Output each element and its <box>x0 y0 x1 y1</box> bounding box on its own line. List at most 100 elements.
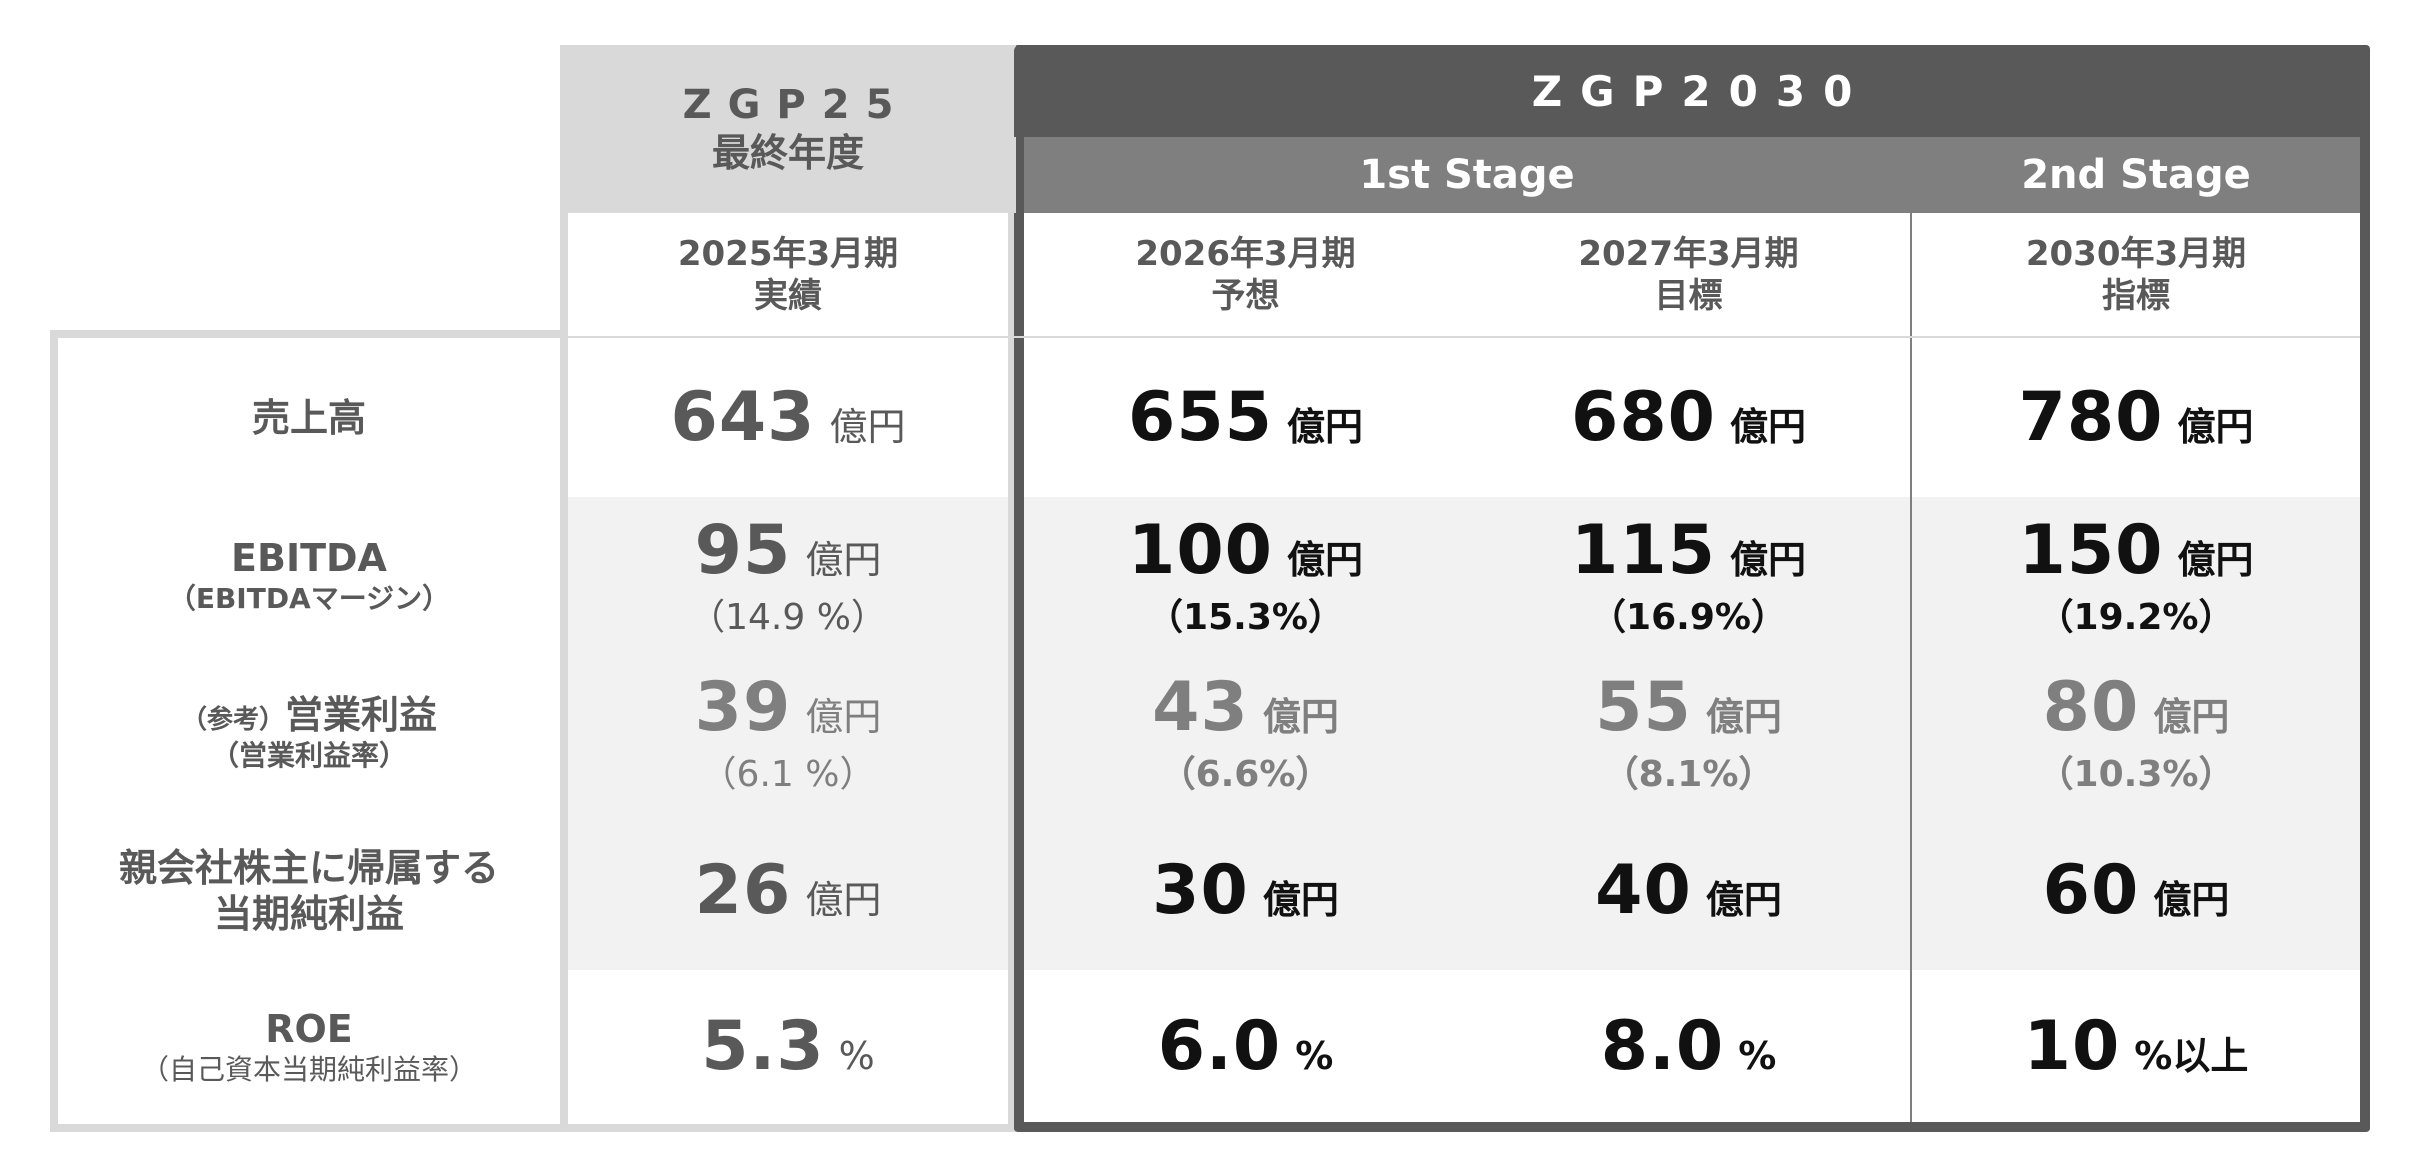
cell-percent: （8.1%） <box>1602 754 1775 795</box>
period-year: 2026年3月期 <box>1135 233 1356 274</box>
zgp25-title: ZGP25 <box>682 82 910 128</box>
cell-number: 6.0 <box>1157 1007 1282 1086</box>
cell-unit: 億円 <box>1705 695 1782 739</box>
cell-unit: 億円 <box>2177 404 2254 449</box>
cell-op-income-2025: 39 億円 （6.1 %） <box>568 654 1008 812</box>
cell-number: 95 <box>694 510 792 590</box>
cell-unit: 億円 <box>805 695 882 739</box>
cell-unit: 億円 <box>1262 878 1339 922</box>
cell-number: 100 <box>1128 510 1273 590</box>
stage2-title: 2nd Stage <box>2021 152 2251 198</box>
row-label-subtext: （営業利益率） <box>210 739 407 772</box>
cell-roe-2030: 10 %以上 <box>1912 970 2360 1124</box>
cell-number: 43 <box>1152 668 1249 747</box>
period-kind: 指標 <box>2102 275 2170 316</box>
cell-number: 60 <box>2042 851 2140 930</box>
cell-number: 8.0 <box>1600 1007 1725 1086</box>
zgp2030-frame <box>1014 45 2370 1132</box>
row-label-sales: 売上高 <box>58 338 560 497</box>
cell-unit: 億円 <box>1729 404 1806 449</box>
cell-sales-2026: 655 億円 <box>1024 338 1467 497</box>
cell-sales-2027: 680 億円 <box>1467 338 1910 497</box>
cell-net-income-2025: 26 億円 <box>568 812 1008 970</box>
row-label-subtext: （自己資本当期純利益率） <box>140 1053 477 1086</box>
cell-roe-2027: 8.0% <box>1467 970 1910 1124</box>
cell-op-income-2026: 43 億円 （6.6%） <box>1024 654 1467 812</box>
cell-unit: 億円 <box>1262 695 1339 739</box>
stage1-header: 1st Stage <box>1024 137 1910 213</box>
period-year: 2025年3月期 <box>677 233 899 274</box>
cell-number: 10 <box>2023 1007 2121 1086</box>
period-kind: 目標 <box>1654 275 1723 316</box>
cell-roe-2025: 5.3% <box>568 970 1008 1124</box>
cell-number: 680 <box>1571 377 1716 457</box>
zgp25-header: ZGP25 最終年度 <box>560 45 1016 213</box>
row-label-subtext: （EBITDAマージン） <box>167 581 451 615</box>
cell-percent: （15.3%） <box>1147 596 1344 638</box>
zgp25-column <box>560 213 1016 1132</box>
cell-ebitda-2030: 150 億円 （19.2%） <box>1912 497 2360 654</box>
period-kind: 予想 <box>1211 275 1280 316</box>
cell-number: 30 <box>1152 851 1249 930</box>
cell-number: 115 <box>1571 510 1716 590</box>
cell-unit: 億円 <box>2177 537 2254 582</box>
period-header-2030: 2030年3月期 指標 <box>1912 213 2360 336</box>
period-header-2027: 2027年3月期 目標 <box>1467 213 1910 336</box>
row-label-roe: ROE （自己資本当期純利益率） <box>58 970 560 1124</box>
cell-percent: （16.9%） <box>1590 596 1787 638</box>
cell-unit: 億円 <box>1286 537 1363 582</box>
cell-number: 39 <box>694 668 792 747</box>
cell-unit: % <box>1738 1034 1777 1078</box>
cell-unit: 億円 <box>805 878 882 922</box>
stage1-title: 1st Stage <box>1359 152 1575 198</box>
cell-unit: % <box>1295 1034 1334 1078</box>
row-label-net-income: 親会社株主に帰属する 当期純利益 <box>58 812 560 970</box>
cell-number: 150 <box>2018 510 2164 590</box>
period-header-rule <box>568 336 2360 338</box>
period-year: 2027年3月期 <box>1578 233 1799 274</box>
cell-unit: 億円 <box>2153 695 2230 739</box>
cell-percent: （19.2%） <box>2037 596 2235 638</box>
cell-unit: 億円 <box>805 537 882 582</box>
stage2-header: 2nd Stage <box>1912 137 2360 213</box>
cell-percent: （6.6%） <box>1159 754 1332 795</box>
cell-unit: 億円 <box>829 404 906 449</box>
cell-ebitda-2025: 95 億円 （14.9 %） <box>568 497 1008 654</box>
zgp2030-title: ZGP2030 <box>1531 66 1871 116</box>
cell-op-income-2030: 80 億円 （10.3%） <box>1912 654 2360 812</box>
cell-sales-2025: 643 億円 <box>568 338 1008 497</box>
cell-number: 80 <box>2042 668 2140 747</box>
cell-number: 5.3 <box>701 1007 825 1086</box>
cell-unit: % <box>838 1034 875 1078</box>
row-label-text: 営業利益 <box>285 693 438 737</box>
cell-net-income-2027: 40 億円 <box>1467 812 1910 970</box>
cell-ebitda-2027: 115 億円 （16.9%） <box>1467 497 1910 654</box>
cell-number: 643 <box>670 377 816 457</box>
cell-unit: 億円 <box>2153 878 2230 922</box>
cell-net-income-2026: 30 億円 <box>1024 812 1467 970</box>
cell-number: 40 <box>1595 851 1692 930</box>
cell-number: 55 <box>1595 668 1692 747</box>
row-label-text: ROE <box>265 1007 353 1051</box>
zgp2030-header: ZGP2030 <box>1014 45 2370 137</box>
cell-unit: 億円 <box>1729 537 1806 582</box>
row-label-text: EBITDA <box>231 535 387 580</box>
row-label-ebitda: EBITDA （EBITDAマージン） <box>58 497 560 654</box>
cell-net-income-2030: 60 億円 <box>1912 812 2360 970</box>
cell-ebitda-2026: 100 億円 （15.3%） <box>1024 497 1467 654</box>
zgp25-subtitle: 最終年度 <box>711 131 864 175</box>
cell-number: 26 <box>694 851 792 930</box>
cell-percent: （14.9 %） <box>689 596 887 638</box>
cell-op-income-2027: 55 億円 （8.1%） <box>1467 654 1910 812</box>
cell-percent: （10.3%） <box>2037 754 2235 795</box>
period-kind: 実績 <box>754 275 822 316</box>
row-label-text-2: 当期純利益 <box>213 892 404 936</box>
row-label-prefix: （参考） <box>180 705 285 735</box>
cell-percent: （6.1 %） <box>700 754 876 795</box>
period-header-2025: 2025年3月期 実績 <box>568 213 1008 336</box>
cell-number: 780 <box>2018 377 2164 457</box>
cell-unit: %以上 <box>2134 1034 2249 1078</box>
period-header-2026: 2026年3月期 予想 <box>1024 213 1467 336</box>
cell-roe-2026: 6.0% <box>1024 970 1467 1124</box>
row-label-text: 売上高 <box>251 395 366 440</box>
